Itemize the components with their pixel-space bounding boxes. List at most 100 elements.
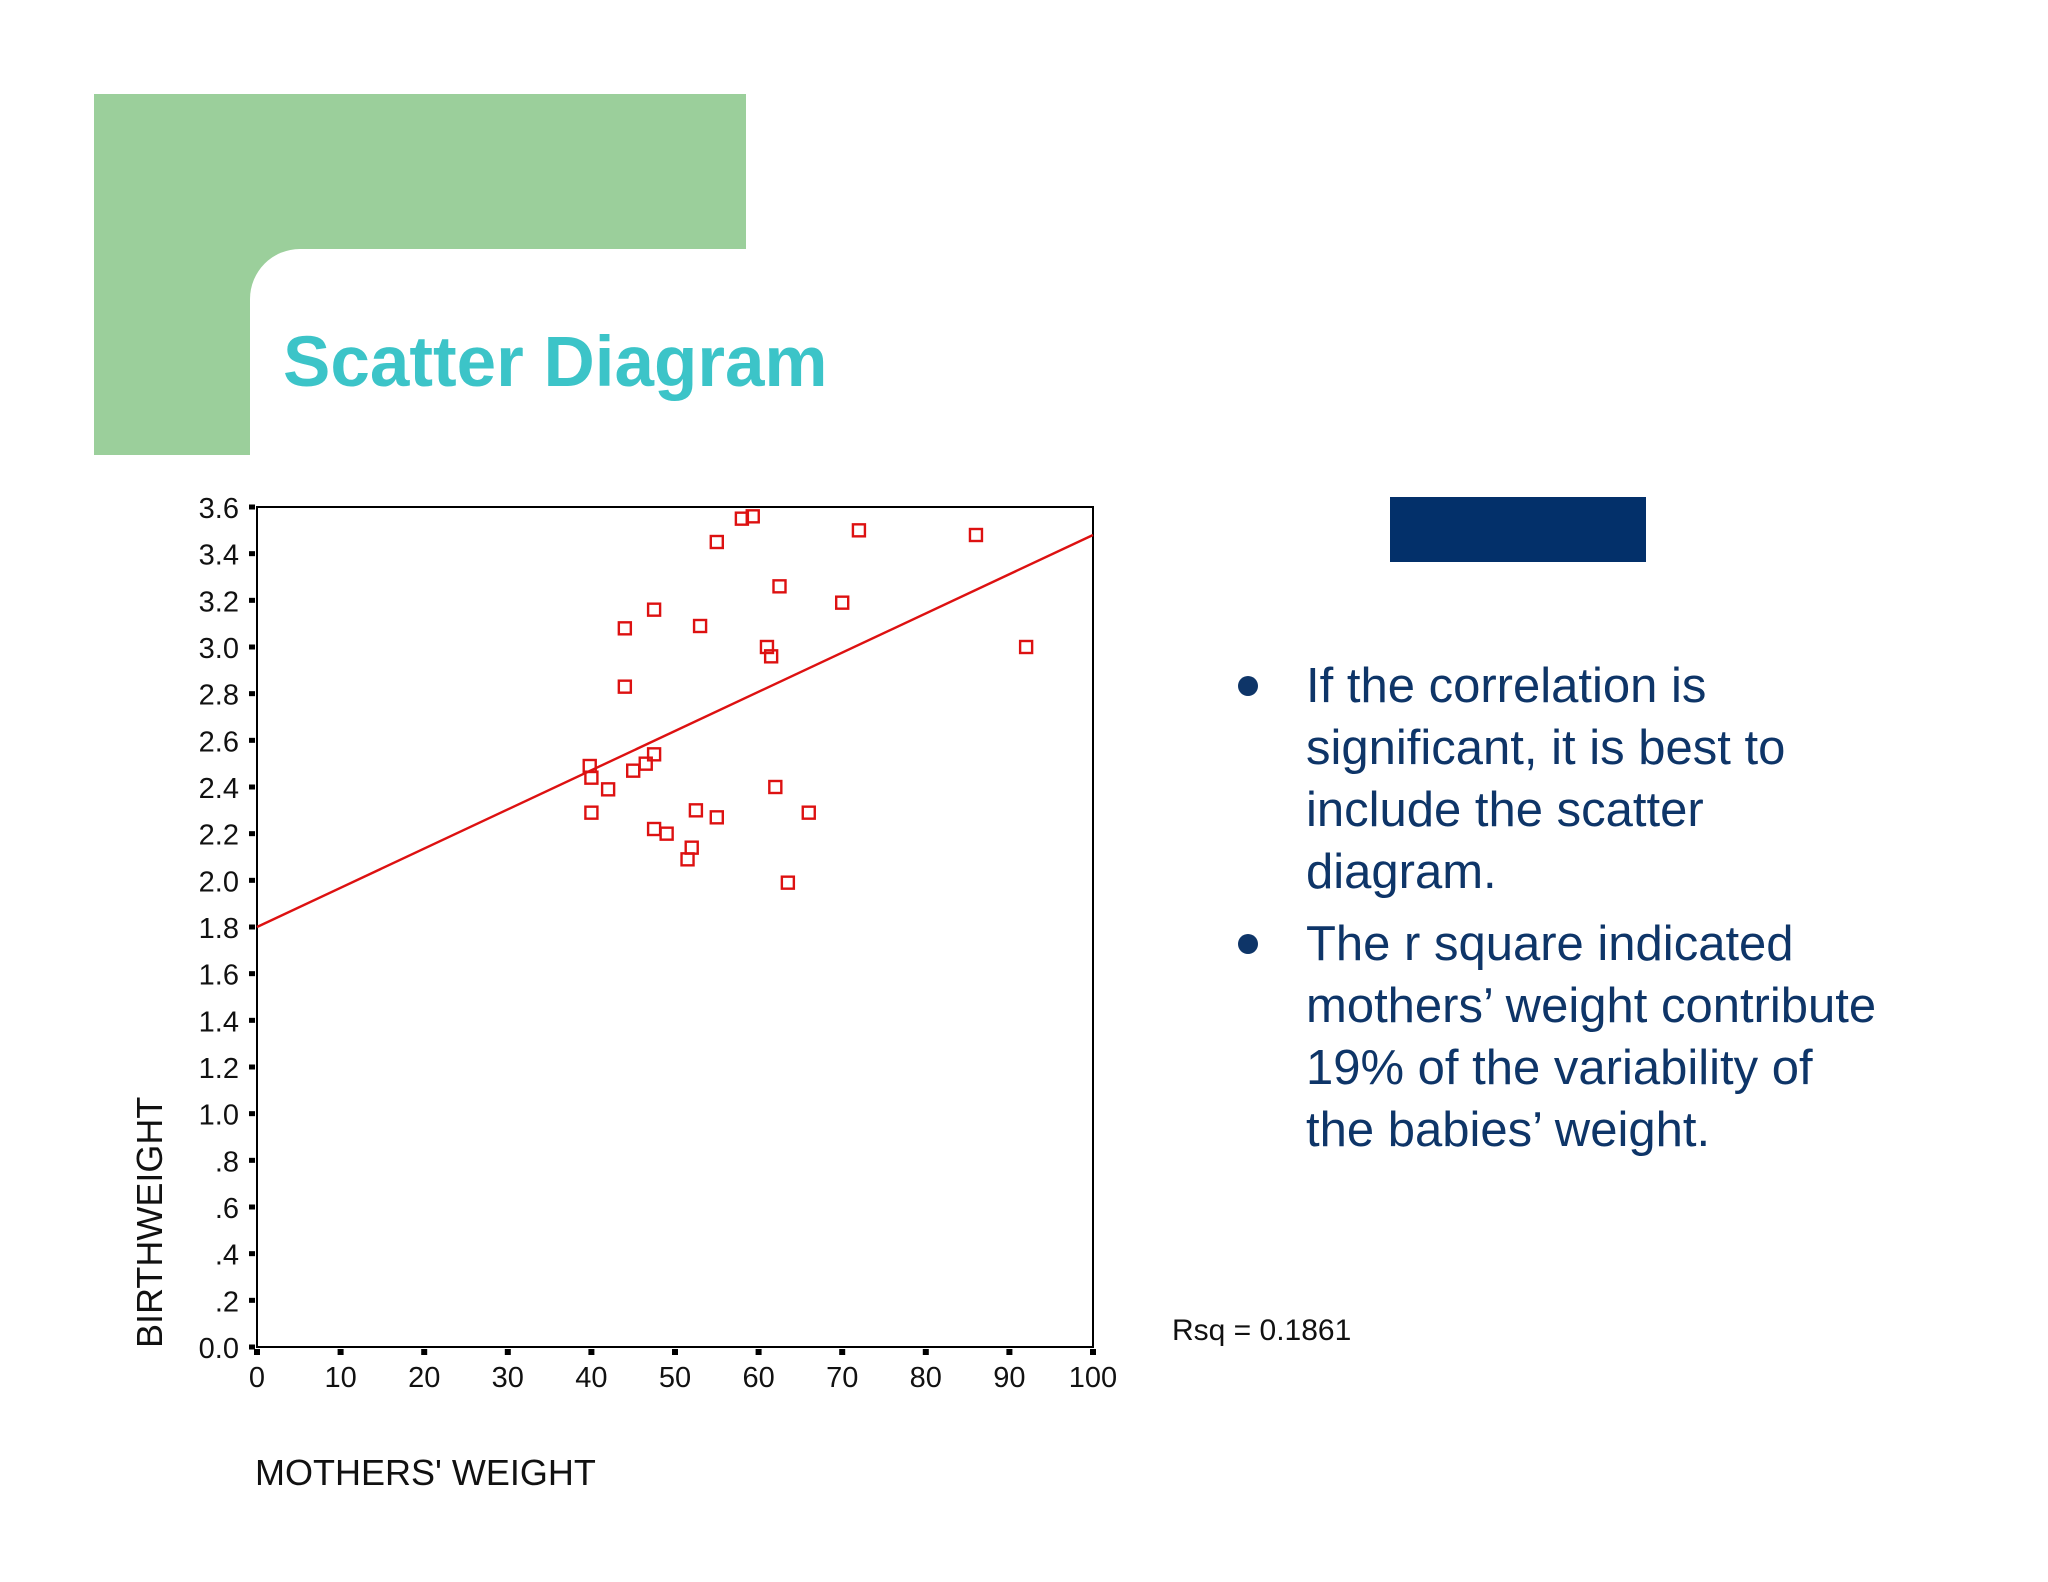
y-tick-label: 1.4	[199, 1006, 239, 1038]
x-tick-label: 40	[575, 1362, 607, 1394]
y-tick-label: 3.4	[199, 540, 239, 572]
x-tick-label: 60	[742, 1362, 774, 1394]
scatter-point	[584, 770, 599, 785]
y-tick-mark	[249, 1064, 255, 1070]
scatter-point	[680, 852, 695, 867]
y-tick-label: .8	[215, 1146, 239, 1178]
x-tick-mark	[922, 1349, 929, 1355]
x-tick-mark	[421, 1349, 428, 1355]
x-tick-mark	[588, 1349, 595, 1355]
y-tick-mark	[249, 737, 255, 743]
scatter-point	[968, 527, 984, 543]
x-tick-label: 90	[993, 1362, 1025, 1394]
scatter-point	[626, 763, 641, 778]
x-tick-label: 10	[324, 1362, 356, 1394]
scatter-point	[851, 523, 867, 538]
y-tick-label: .6	[215, 1193, 239, 1225]
y-tick-label: 2.0	[199, 866, 239, 898]
scatter-point	[745, 509, 760, 524]
y-tick-mark	[249, 1204, 255, 1210]
scatter-point	[768, 779, 783, 795]
bullet-text: The r square indicated mothers’ weight c…	[1306, 917, 1877, 1157]
y-tick-label: 3.0	[199, 633, 239, 665]
y-tick-mark	[249, 877, 255, 883]
x-tick-mark	[337, 1349, 344, 1355]
x-tick-label: 30	[492, 1362, 524, 1394]
y-tick-label: 0.0	[199, 1333, 239, 1365]
scatter-point	[801, 805, 816, 820]
x-tick-mark	[755, 1349, 762, 1355]
scatter-point	[1018, 639, 1034, 655]
scatter-point	[617, 679, 633, 694]
y-tick-label: 2.4	[199, 773, 239, 805]
y-tick-label: .4	[215, 1240, 239, 1272]
scatter-point	[646, 602, 662, 617]
y-tick-mark	[249, 784, 255, 790]
y-tick-label: 1.6	[199, 960, 239, 992]
scatter-point	[659, 826, 674, 841]
y-tick-label: 3.6	[199, 493, 239, 525]
scatter-point	[780, 875, 796, 890]
y-tick-mark	[249, 1297, 255, 1303]
x-tick-mark	[254, 1349, 260, 1355]
x-tick-mark	[1006, 1349, 1013, 1355]
y-tick-mark	[249, 691, 255, 697]
scatter-point	[646, 747, 662, 762]
scatter-point	[759, 639, 775, 655]
y-tick-label: 1.8	[199, 913, 239, 945]
y-tick-mark	[249, 597, 255, 603]
x-tick-label: 70	[826, 1362, 858, 1394]
y-tick-mark	[249, 504, 255, 510]
x-tick-mark	[1090, 1349, 1096, 1355]
bullet-item: If the correlation is significant, it is…	[1230, 655, 1880, 903]
y-tick-mark	[249, 644, 255, 650]
y-axis-title: BIRTHWEIGHT	[129, 1097, 170, 1348]
y-tick-label: 2.2	[199, 820, 239, 852]
y-tick-label: 2.6	[199, 726, 239, 758]
bullet-list: If the correlation is significant, it is…	[1230, 655, 1880, 1171]
y-tick-mark	[249, 831, 255, 837]
scatter-point	[600, 782, 616, 797]
title-panel	[250, 249, 1010, 509]
x-tick-mark	[839, 1349, 846, 1355]
y-tick-mark	[249, 1344, 255, 1350]
x-tick-label: 50	[659, 1362, 691, 1394]
page-title: Scatter Diagram	[283, 323, 828, 402]
x-tick-label: 80	[910, 1362, 942, 1394]
plot-frame	[256, 506, 1094, 1348]
y-tick-mark	[249, 1111, 255, 1117]
y-tick-label: 2.8	[199, 680, 239, 712]
scatter-point	[684, 840, 699, 855]
scatter-point	[688, 803, 704, 818]
scatter-point	[646, 821, 662, 837]
scatter-point	[709, 810, 724, 825]
bullet-dot-icon	[1238, 676, 1258, 696]
x-tick-label: 0	[249, 1362, 265, 1394]
scatter-point	[835, 595, 850, 610]
y-tick-label: 1.0	[199, 1100, 239, 1132]
scatter-point	[709, 534, 724, 550]
x-tick-label: 20	[408, 1362, 440, 1394]
x-tick-mark	[672, 1349, 678, 1355]
x-axis-title: MOTHERS' WEIGHT	[255, 1452, 596, 1493]
x-tick-mark	[504, 1349, 511, 1355]
scatter-point	[584, 805, 599, 820]
y-tick-label: .2	[215, 1286, 239, 1318]
y-tick-mark	[249, 971, 255, 977]
y-tick-mark	[249, 551, 255, 557]
scatter-point	[692, 618, 708, 634]
y-tick-mark	[249, 1157, 255, 1163]
fit-line	[256, 533, 1094, 929]
bullet-text: If the correlation is significant, it is…	[1306, 659, 1786, 899]
bullet-item: The r square indicated mothers’ weight c…	[1230, 913, 1880, 1161]
bullet-dot-icon	[1238, 934, 1258, 954]
navy-bar	[1390, 497, 1646, 562]
scatter-point	[772, 579, 787, 594]
x-tick-label: 100	[1069, 1362, 1117, 1394]
scatter-point	[617, 621, 633, 636]
rsq-annotation: Rsq = 0.1861	[1172, 1314, 1351, 1347]
scatter-point	[763, 649, 779, 664]
y-tick-label: 1.2	[199, 1053, 239, 1085]
y-tick-mark	[249, 1017, 255, 1023]
